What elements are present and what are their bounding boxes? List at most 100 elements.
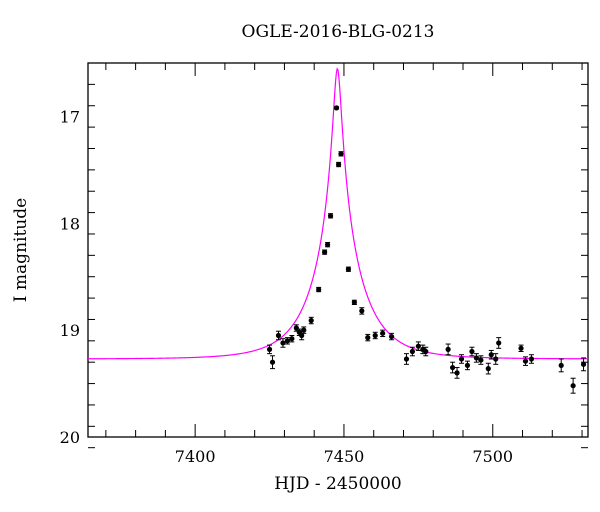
point-marker [324, 242, 331, 248]
x-axis-label: HJD - 2450000 [274, 474, 402, 494]
data-point [316, 286, 322, 293]
x-tick-label: 7500 [472, 447, 513, 466]
plot-frame [87, 62, 589, 438]
point-marker [388, 333, 395, 340]
point-marker [345, 266, 352, 272]
point-marker [464, 362, 471, 369]
point-marker [284, 338, 291, 344]
point-marker [316, 286, 322, 293]
data-point [388, 332, 395, 341]
point-marker [301, 327, 307, 333]
y-tick-label: 17 [60, 107, 80, 126]
model-curve [88, 67, 589, 360]
data-point [269, 355, 276, 370]
data-point [280, 338, 286, 348]
point-marker [299, 332, 305, 339]
data-point [478, 355, 484, 365]
data-point [454, 367, 460, 379]
data-point [570, 377, 576, 394]
point-marker [280, 340, 286, 346]
data-point [345, 266, 352, 272]
point-marker [478, 357, 484, 363]
data-point [415, 341, 421, 351]
point-marker [458, 356, 465, 362]
data-point [558, 358, 564, 373]
point-marker [488, 352, 494, 358]
data-point [380, 329, 386, 338]
point-marker [423, 348, 429, 355]
point-marker [338, 151, 344, 157]
point-marker [335, 161, 342, 168]
point-marker [496, 340, 502, 346]
point-marker [403, 356, 410, 362]
point-marker [380, 330, 386, 336]
data-point [308, 316, 314, 325]
point-marker [308, 317, 314, 324]
data-point [458, 354, 465, 364]
data-point [464, 360, 471, 371]
data-point [289, 334, 295, 343]
point-marker [372, 332, 378, 339]
data-point [522, 356, 529, 366]
y-tick-label: 18 [60, 214, 80, 233]
point-marker [558, 362, 564, 369]
point-marker [359, 308, 365, 314]
data-point [338, 151, 344, 157]
point-marker [275, 332, 282, 339]
data-point [335, 161, 342, 168]
data-point [359, 307, 365, 315]
point-marker [445, 346, 451, 352]
data-point [284, 337, 291, 345]
data-point [488, 349, 494, 360]
data-point [485, 362, 491, 375]
data-point [327, 213, 334, 219]
data-point [473, 353, 479, 363]
point-marker [469, 348, 475, 355]
data-point [403, 353, 410, 365]
chart-title: OGLE-2016-BLG-0213 [241, 22, 435, 42]
point-marker [485, 366, 491, 372]
x-tick-label: 7450 [324, 447, 365, 466]
point-marker [493, 356, 499, 362]
point-marker [522, 358, 529, 364]
data-point [423, 346, 429, 357]
data-point [518, 344, 524, 353]
data-point [333, 105, 340, 111]
data-point [580, 357, 587, 372]
point-marker [333, 105, 340, 111]
point-marker [269, 359, 276, 365]
point-marker [580, 361, 587, 367]
point-marker [528, 356, 535, 362]
axis-ticks [88, 62, 588, 449]
x-tick-label: 7400 [175, 447, 216, 466]
axis-tick-labels: 7400 7450 7500 17 18 19 20 [60, 107, 513, 466]
point-marker [473, 355, 479, 361]
data-point [493, 353, 499, 365]
data-point [351, 299, 357, 305]
y-tick-label: 19 [60, 321, 80, 340]
point-marker [327, 213, 334, 219]
data-point [301, 326, 307, 334]
point-marker [289, 336, 295, 342]
data-point [449, 361, 456, 374]
data-point [275, 330, 282, 341]
point-marker [570, 383, 576, 389]
y-tick-label: 20 [60, 428, 80, 447]
point-marker [518, 345, 524, 351]
data-point [496, 337, 502, 349]
point-marker [293, 325, 299, 331]
point-marker [409, 348, 416, 355]
data-point [445, 343, 451, 356]
data-point [324, 242, 331, 248]
data-point [409, 346, 416, 357]
point-marker [322, 249, 328, 255]
point-marker [415, 343, 421, 349]
data-point [528, 354, 535, 364]
data-point [365, 333, 371, 342]
data-point [469, 346, 475, 357]
point-marker [454, 370, 460, 376]
data-point [266, 344, 273, 355]
data-point [372, 331, 378, 340]
point-marker [266, 346, 273, 352]
